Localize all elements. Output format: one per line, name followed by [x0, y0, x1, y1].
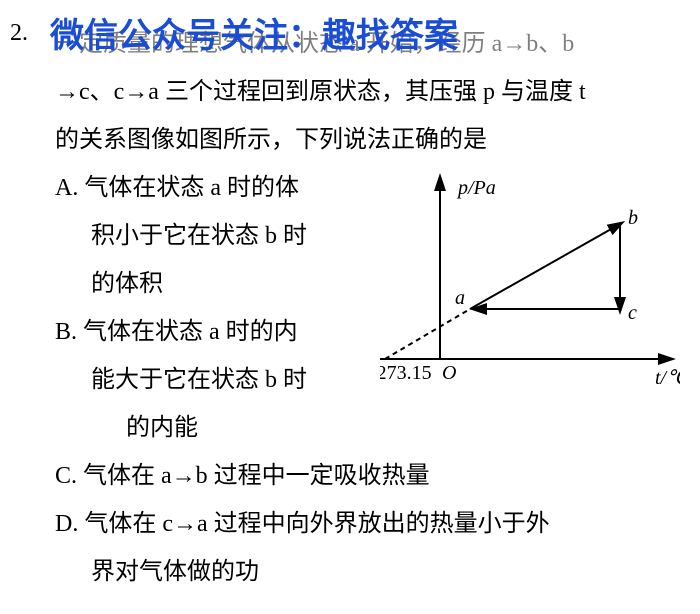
- option-d-line-2: 界对气体做的功: [55, 548, 680, 596]
- origin-label: O: [442, 362, 456, 384]
- y-axis-label: p/Pa: [456, 177, 496, 199]
- option-a-line-2: 积小于它在状态 b 时: [55, 212, 380, 260]
- problem-number: 2.: [10, 20, 28, 47]
- stem-line-2: →c、c→a 三个过程回到原状态，其压强 p 与温度 t: [55, 68, 680, 116]
- option-b-line-2: 能大于它在状态 b 时: [55, 356, 380, 404]
- point-c-label: c: [628, 302, 637, 324]
- options-column: A. 气体在状态 a 时的体 积小于它在状态 b 时 的体积 B. 气体在状态 …: [55, 164, 380, 404]
- point-a-label: a: [455, 287, 465, 309]
- option-b-line-1: B. 气体在状态 a 时的内: [55, 308, 380, 356]
- watermark-text: 微信公众号关注：趣找答案: [50, 8, 458, 57]
- option-d-line-1: D. 气体在 c→a 过程中向外界放出的热量小于外: [55, 500, 680, 548]
- option-c: C. 气体在 a→b 过程中一定吸收热量: [55, 452, 680, 500]
- stem-line-3: 的关系图像如图所示，下列说法正确的是: [55, 116, 680, 164]
- line-ab: [470, 224, 620, 309]
- option-b-line-3: 的内能: [55, 404, 680, 452]
- point-b-label: b: [628, 207, 638, 229]
- option-a-line-1: A. 气体在状态 a 时的体: [55, 164, 380, 212]
- dashed-extension: [385, 309, 470, 359]
- pt-diagram: p/Pa t/℃ O -273.15 a b c: [380, 169, 680, 399]
- x-axis-label: t/℃: [655, 367, 680, 389]
- x-intercept-label: -273.15: [380, 362, 432, 384]
- chart-svg: p/Pa t/℃ O -273.15 a b c: [380, 169, 680, 399]
- option-a-line-3: 的体积: [55, 260, 380, 308]
